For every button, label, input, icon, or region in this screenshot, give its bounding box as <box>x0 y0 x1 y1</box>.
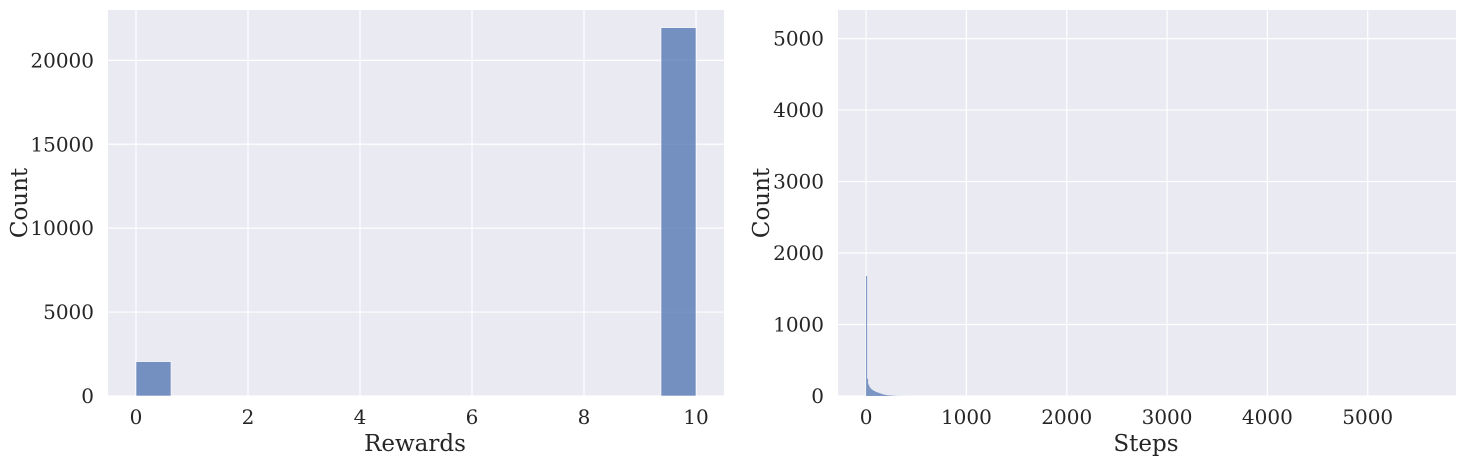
steps-tick-labels: 0 1000 2000 3000 4000 5000 0 1000 2000 3000 4000 50… <box>773 27 1393 429</box>
histogram-bar <box>870 388 872 396</box>
x-tick-label: 2000 <box>1041 405 1092 429</box>
x-tick-label: 5000 <box>1342 405 1393 429</box>
histogram-bar <box>871 389 873 396</box>
histogram-bar <box>886 395 888 396</box>
x-tick-label: 4000 <box>1242 405 1293 429</box>
steps-y-axis-label: Count <box>749 167 775 238</box>
x-tick-label: 0 <box>130 405 143 429</box>
histogram-bar <box>874 390 876 396</box>
histogram-bar <box>878 392 880 396</box>
x-tick-label: 6 <box>466 405 479 429</box>
x-tick-label: 4 <box>354 405 367 429</box>
histogram-bar <box>868 384 870 396</box>
steps-x-axis-label: Steps <box>1113 431 1178 457</box>
y-tick-label: 20000 <box>30 48 94 72</box>
x-tick-label: 10 <box>683 405 708 429</box>
y-tick-label: 1000 <box>773 313 824 337</box>
steps-gridlines <box>838 10 1456 397</box>
histogram-bar <box>660 27 697 397</box>
histogram-bar <box>880 393 882 396</box>
rewards-plot-background <box>108 10 724 396</box>
y-tick-label: 0 <box>811 384 824 408</box>
histogram-bar <box>876 392 878 396</box>
histogram-bar <box>877 392 879 396</box>
histogram-bar <box>872 389 874 396</box>
y-tick-label: 3000 <box>773 170 824 194</box>
histogram-bar <box>875 391 877 396</box>
histogram-bar <box>882 394 884 396</box>
y-tick-label: 0 <box>81 384 94 408</box>
y-tick-label: 5000 <box>773 27 824 51</box>
histogram-bar <box>869 386 871 396</box>
x-tick-label: 2 <box>242 405 255 429</box>
rewards-x-axis-label: Rewards <box>364 431 466 457</box>
y-tick-label: 15000 <box>30 132 94 156</box>
y-tick-label: 5000 <box>43 300 94 324</box>
histogram-bar <box>887 395 889 396</box>
steps-plot-background <box>838 10 1456 396</box>
y-tick-label: 2000 <box>773 241 824 265</box>
rewards-histogram-panel: Rewards Count 0 2 4 6 8 10 0 5000 10000 15000 2000… <box>7 10 724 457</box>
y-tick-label: 10000 <box>30 216 94 240</box>
x-tick-label: 1000 <box>941 405 992 429</box>
histogram-bar <box>867 378 869 396</box>
histogram-bar <box>890 395 892 396</box>
histogram-bar <box>885 394 887 396</box>
rewards-tick-labels: 0 2 4 6 8 10 0 5000 10000 15000 20000 <box>30 48 708 429</box>
y-tick-label: 4000 <box>773 98 824 122</box>
steps-bars <box>866 275 908 396</box>
rewards-bars <box>135 27 697 397</box>
x-tick-label: 8 <box>578 405 591 429</box>
histogram-bar <box>879 393 881 396</box>
histogram-bar <box>135 361 172 397</box>
x-tick-label: 0 <box>860 405 873 429</box>
histogram-bar <box>881 393 883 396</box>
histogram-bar <box>866 275 868 396</box>
histogram-bar <box>884 394 886 396</box>
histogram-bar <box>888 395 890 396</box>
histogram-bar <box>873 390 875 396</box>
steps-histogram-panel: Steps Count 0 1000 2000 3000 4000 5000 0 1000 20… <box>749 10 1456 457</box>
histogram-bar <box>883 394 885 396</box>
rewards-y-axis-label: Count <box>7 167 33 238</box>
histogram-bar <box>889 395 891 396</box>
x-tick-label: 3000 <box>1142 405 1193 429</box>
